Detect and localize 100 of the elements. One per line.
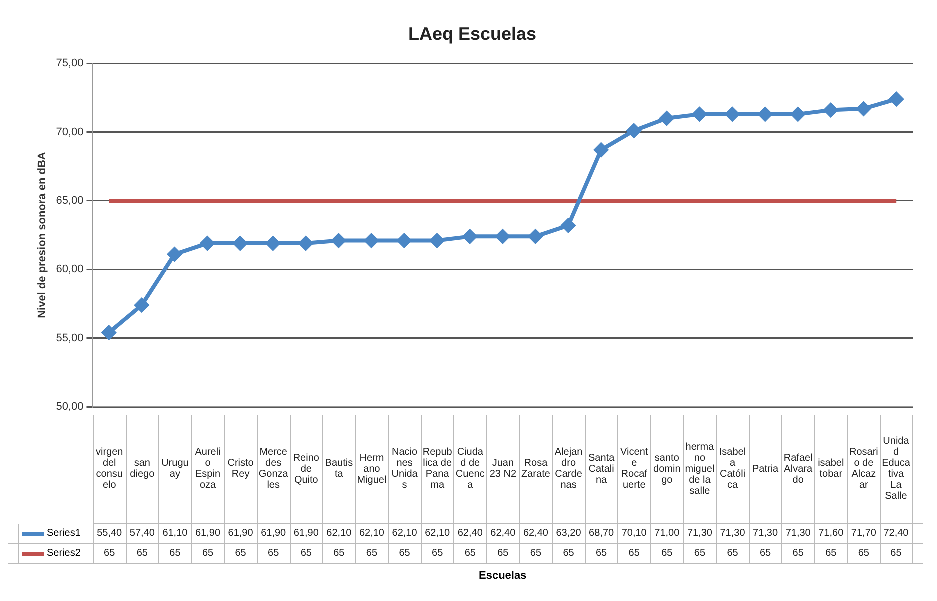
point bbox=[824, 103, 838, 118]
data-label: 71,00 bbox=[650, 524, 684, 543]
point bbox=[332, 234, 346, 248]
x-tick-label: Uruguay bbox=[158, 415, 192, 523]
chart-title: LAeq Escuelas bbox=[408, 24, 537, 44]
data-label: 61,90 bbox=[290, 524, 322, 543]
data-label: 65 bbox=[650, 544, 684, 563]
x-tick-label: Cristo Rey bbox=[224, 415, 257, 523]
data-label: 65 bbox=[486, 544, 520, 563]
point bbox=[102, 326, 116, 340]
point bbox=[856, 102, 871, 116]
data-label: 65 bbox=[584, 544, 618, 563]
point bbox=[397, 234, 412, 248]
legend-label: Series2 bbox=[47, 548, 81, 559]
y-tick-label: 60,00 bbox=[56, 264, 84, 276]
data-label: 65 bbox=[847, 544, 880, 563]
point bbox=[890, 92, 904, 106]
data-label: 65 bbox=[880, 544, 913, 563]
point bbox=[134, 298, 149, 312]
point bbox=[594, 143, 608, 158]
y-tick-label: 70,00 bbox=[56, 126, 84, 138]
point bbox=[627, 124, 642, 138]
x-tick-label: Patria bbox=[748, 415, 782, 523]
data-label: 71,70 bbox=[847, 524, 880, 543]
x-tick-label: Unidad Educativa La Salle bbox=[880, 415, 913, 523]
x-tick-label: Isabela Católica bbox=[716, 415, 749, 523]
point bbox=[726, 107, 740, 122]
x-tick-label: isabel tobar bbox=[814, 415, 848, 523]
x-tick-label: Bautista bbox=[322, 415, 356, 523]
point bbox=[496, 230, 510, 244]
data-label: 71,30 bbox=[748, 524, 782, 543]
x-tick-label: Alejandro Cardenas bbox=[552, 415, 585, 523]
y-axis-title: Nivel de presion sonora en dBA bbox=[36, 152, 49, 318]
y-tick-label: 65,00 bbox=[56, 194, 84, 207]
x-tick-label: hermano miguel de la salle bbox=[683, 415, 716, 523]
point bbox=[200, 236, 215, 251]
point bbox=[791, 107, 806, 122]
data-label: 65 bbox=[256, 544, 290, 563]
data-label: 71,30 bbox=[683, 524, 716, 543]
data-label: 65 bbox=[92, 544, 126, 563]
data-label: 65 bbox=[126, 544, 158, 563]
text: Escuelas bbox=[478, 570, 528, 582]
data-label: 71,60 bbox=[814, 524, 848, 543]
data-label: 65 bbox=[683, 544, 716, 563]
data-label: 65 bbox=[420, 544, 454, 563]
point bbox=[528, 230, 543, 244]
y-tick-label: 50,00 bbox=[56, 401, 84, 414]
point bbox=[430, 234, 444, 248]
x-tick-label: Juan 23 N2 bbox=[486, 415, 520, 523]
data-label: 61,90 bbox=[256, 524, 290, 543]
data-label: 61,10 bbox=[158, 524, 192, 543]
data-label: 65 bbox=[519, 544, 552, 563]
x-tick-label: Ciudad de Cuenca bbox=[453, 415, 486, 523]
data-label: 65 bbox=[617, 544, 650, 563]
data-label: 65 bbox=[453, 544, 486, 563]
data-label: 62,40 bbox=[453, 524, 486, 543]
data-label: 65 bbox=[322, 544, 356, 563]
x-tick-label: Vicente Rocafuerte bbox=[617, 415, 650, 523]
data-label: 65 bbox=[781, 544, 814, 563]
data-label: 65 bbox=[158, 544, 192, 563]
point bbox=[266, 236, 280, 251]
y-tick-label: 55,00 bbox=[56, 332, 84, 344]
data-label: 65 bbox=[748, 544, 782, 563]
point bbox=[660, 112, 674, 126]
data-label: 65 bbox=[290, 544, 322, 563]
point bbox=[692, 107, 707, 122]
x-tick-label: Hermano Miguel bbox=[355, 415, 388, 523]
data-label: 61,90 bbox=[191, 524, 224, 543]
data-label: 65 bbox=[388, 544, 421, 563]
point bbox=[299, 236, 313, 251]
data-label: 72,40 bbox=[880, 524, 913, 543]
data-label: 57,40 bbox=[126, 524, 158, 543]
data-label: 62,40 bbox=[519, 524, 552, 543]
x-tick-label: Naciones Unidas bbox=[388, 415, 421, 523]
point bbox=[364, 234, 379, 248]
data-label: 65 bbox=[814, 544, 848, 563]
data-label: 70,10 bbox=[617, 524, 650, 543]
data-label: 63,20 bbox=[552, 524, 585, 543]
x-tick-label: Mercedes Gonzales bbox=[256, 415, 290, 523]
data-label: 62,10 bbox=[420, 524, 454, 543]
data-label: 71,30 bbox=[716, 524, 749, 543]
data-label: 65 bbox=[191, 544, 224, 563]
data-label: 62,10 bbox=[355, 524, 388, 543]
x-tick-label: Aurelio Espinoza bbox=[191, 415, 224, 523]
y-tick-label: 75,00 bbox=[56, 58, 84, 70]
data-label: 55,40 bbox=[92, 524, 126, 543]
x-tick-label: Republica de Panama bbox=[420, 415, 454, 523]
x-tick-label: santo domingo bbox=[650, 415, 684, 523]
data-label: 65 bbox=[552, 544, 585, 563]
point bbox=[233, 236, 248, 251]
x-tick-label: Rafael Alvarado bbox=[781, 415, 814, 523]
point bbox=[561, 218, 576, 233]
data-label: 71,30 bbox=[781, 524, 814, 543]
data-label: 62,10 bbox=[388, 524, 421, 543]
x-tick-label: Reino de Quito bbox=[290, 415, 322, 523]
data-label: 61,90 bbox=[224, 524, 257, 543]
point bbox=[463, 230, 478, 244]
point bbox=[758, 107, 772, 122]
data-label: 65 bbox=[224, 544, 257, 563]
x-tick-label: Santa Catalina bbox=[584, 415, 618, 523]
